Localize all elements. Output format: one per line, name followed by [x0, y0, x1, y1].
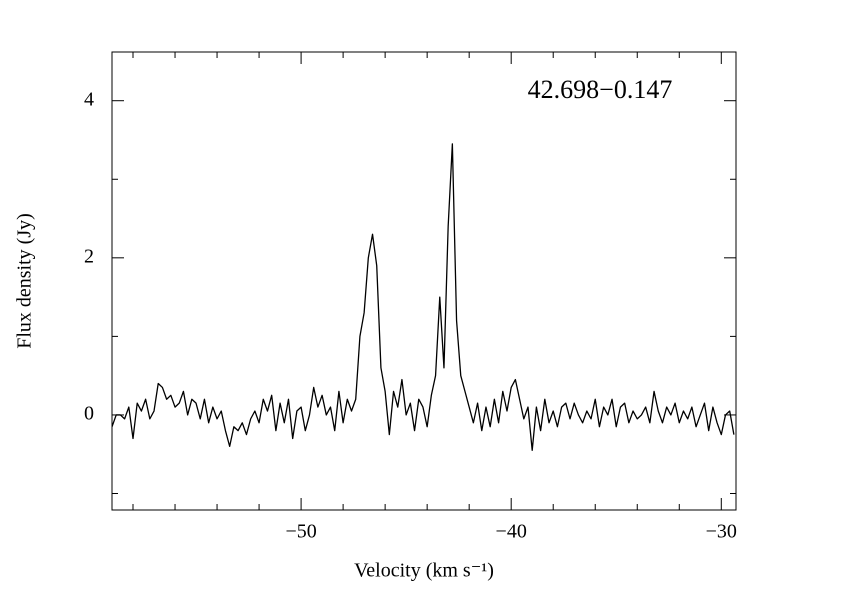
x-tick-label: −40 [496, 521, 527, 543]
x-tick-label: −30 [706, 521, 737, 543]
y-tick-label: 2 [84, 245, 94, 267]
x-axis-label: Velocity (km s⁻¹) [354, 560, 494, 582]
annotation: 42.698−0.147 [528, 75, 673, 104]
spectrum-line [112, 143, 735, 451]
y-tick-label: 4 [84, 88, 94, 110]
y-axis-label: Flux density (Jy) [14, 213, 36, 349]
x-tick-label: −50 [285, 521, 316, 543]
plot-frame [111, 51, 737, 511]
y-tick-label: 0 [84, 403, 94, 425]
